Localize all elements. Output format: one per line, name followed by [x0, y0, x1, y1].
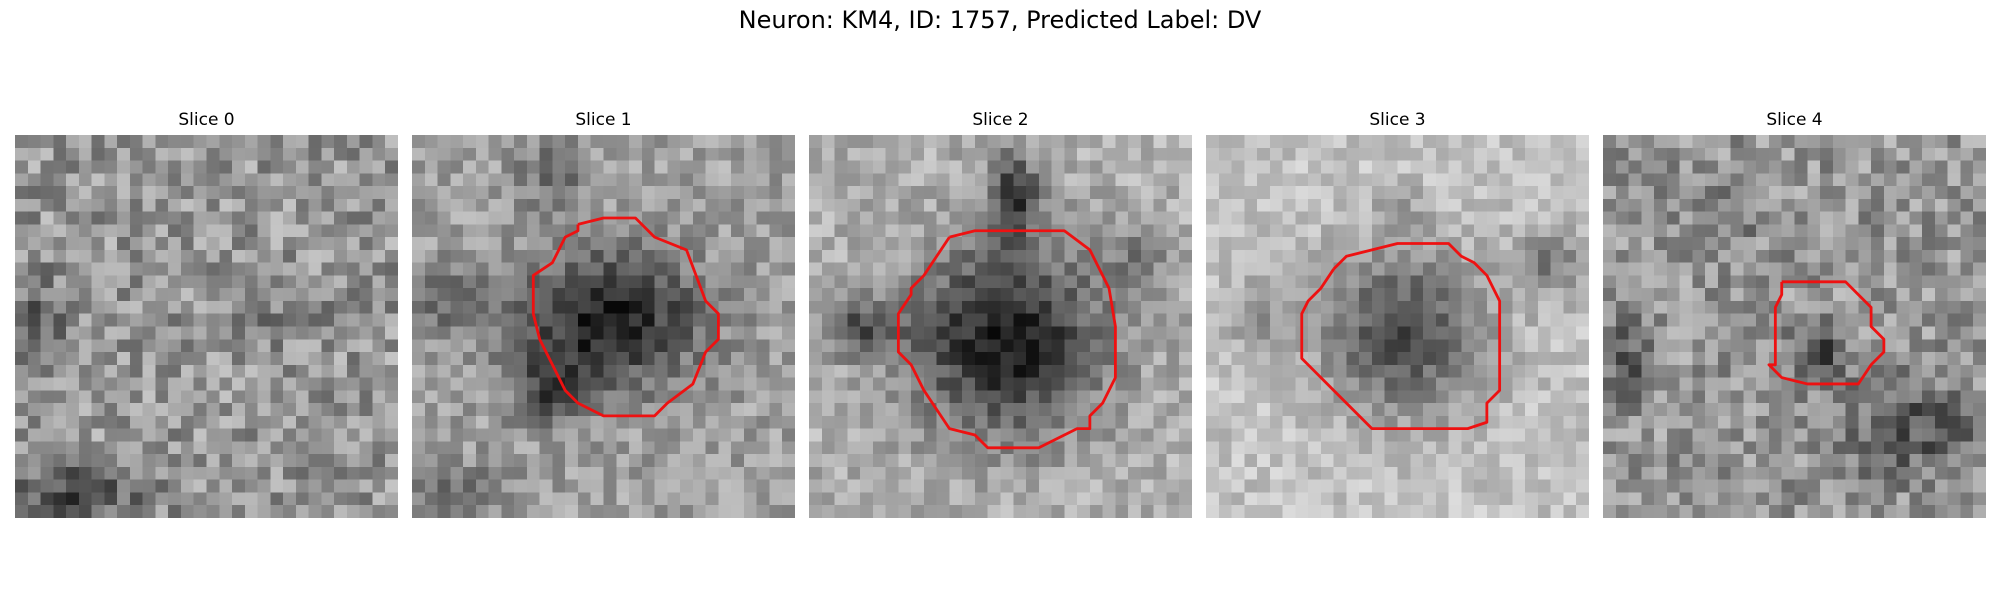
slice-image-2 — [809, 135, 1192, 518]
image-panel-slice-1 — [412, 135, 795, 518]
image-panel-slice-0 — [15, 135, 398, 518]
roi-contour — [1300, 242, 1502, 431]
roi-contour — [1767, 280, 1886, 386]
roi-contour — [531, 216, 720, 418]
image-panel-slice-4 — [1603, 135, 1986, 518]
panel-title-slice-3: Slice 3 — [1369, 110, 1426, 130]
figure-title: Neuron: KM4, ID: 1757, Predicted Label: … — [738, 6, 1262, 34]
image-panel-slice-2 — [809, 135, 1192, 518]
slice-image-3 — [1206, 135, 1589, 518]
panel-title-slice-0: Slice 0 — [178, 110, 235, 130]
slice-image-0 — [15, 135, 398, 518]
slice-image-1 — [412, 135, 795, 518]
panel-title-slice-2: Slice 2 — [972, 110, 1029, 130]
image-panel-slice-3 — [1206, 135, 1589, 518]
panel-title-slice-4: Slice 4 — [1766, 110, 1823, 130]
roi-contour — [896, 229, 1117, 450]
slice-image-4 — [1603, 135, 1986, 518]
panel-title-slice-1: Slice 1 — [575, 110, 632, 130]
